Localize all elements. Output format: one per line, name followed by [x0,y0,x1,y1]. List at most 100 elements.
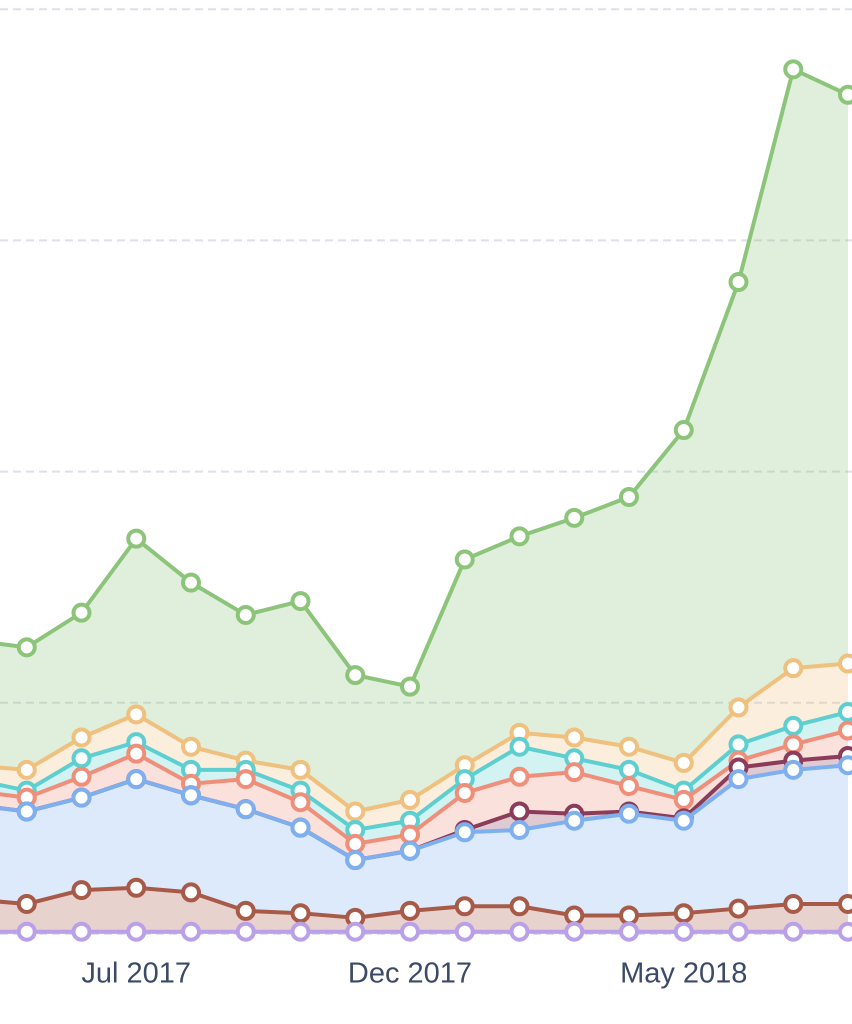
point [509,896,530,917]
point [400,840,420,861]
point [838,653,852,674]
point [509,526,530,547]
point [290,903,311,924]
point [509,801,530,822]
point [783,921,804,942]
point [509,766,530,787]
point [235,921,256,942]
area [0,69,848,812]
point [290,817,311,838]
point [509,819,530,840]
point [619,759,639,780]
x-tick-label: Jul 2017 [81,958,191,990]
point [838,755,852,776]
point [16,759,37,780]
point [838,702,852,723]
area [0,712,848,844]
point [126,769,147,790]
point [71,727,92,748]
point [619,487,639,508]
point [783,59,804,80]
point [126,877,147,898]
point [619,803,639,824]
point [126,921,147,942]
point [126,743,147,764]
point [290,921,311,942]
point [728,898,749,919]
point [235,799,256,820]
point [564,905,585,926]
point [783,715,804,736]
point [16,637,37,658]
point [728,921,749,942]
point [838,720,852,741]
point [400,900,420,921]
point [345,833,366,854]
point [400,824,420,845]
point [783,893,804,914]
point [454,896,475,917]
x-tick-label: Dec 2017 [348,958,472,990]
point [783,658,804,679]
point [181,785,201,806]
point [181,882,201,903]
point [345,921,366,942]
point [564,921,585,942]
point [564,810,585,831]
point [838,921,852,942]
point [673,810,694,831]
point [509,921,530,942]
point [564,507,585,528]
point [838,84,852,105]
point [400,676,420,697]
point [400,921,420,942]
area [0,765,848,918]
point [16,921,37,942]
point [235,900,256,921]
point [235,604,256,625]
point [673,921,694,942]
point [181,736,201,757]
point [619,736,639,757]
point [181,572,201,593]
point [71,766,92,787]
point [290,759,311,780]
point [673,420,694,441]
point [619,905,639,926]
point [564,727,585,748]
area [0,663,848,830]
point [71,880,92,901]
x-tick-label: May 2018 [620,958,747,990]
point [454,921,475,942]
point [454,822,475,843]
point [290,591,311,612]
point [728,272,749,293]
point [783,734,804,755]
point [454,782,475,803]
point [181,921,201,942]
point [126,704,147,725]
point [126,528,147,549]
point [71,921,92,942]
point [71,787,92,808]
point [673,903,694,924]
area [0,730,848,861]
point [619,776,639,797]
point [345,801,366,822]
point [673,752,694,773]
point [728,734,749,755]
point [619,921,639,942]
point [454,549,475,570]
point [728,769,749,790]
point [564,762,585,783]
point [509,736,530,757]
point [400,789,420,810]
point [16,801,37,822]
point [673,789,694,810]
point [290,792,311,813]
point [235,769,256,790]
point [728,697,749,718]
point [838,893,852,914]
point [783,759,804,780]
